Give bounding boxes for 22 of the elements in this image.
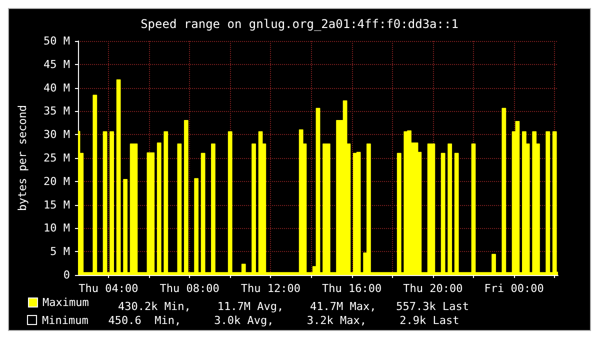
x-tick-label: Thu 04:00 — [78, 282, 138, 295]
y-tick-label: 40 M — [44, 81, 70, 94]
y-tick-label: 25 M — [44, 152, 70, 164]
legend-label: Maximum — [42, 296, 90, 309]
x-tick-label: Thu 12:00 — [240, 282, 300, 295]
y-tick-label: 5 M — [50, 245, 70, 258]
y-tick-label: 20 M — [44, 174, 70, 188]
y-tick-label: 35 M — [44, 104, 70, 118]
x-tick-label: Thu 20:00 — [403, 282, 463, 295]
x-tick-label: Thu 16:00 — [322, 282, 382, 295]
y-tick-label: 15 M — [44, 198, 70, 212]
y-tick-label: 10 M — [44, 222, 70, 235]
text: Minimum 450.6 Min, 3.0k Avg, 3.2k Max, 2.9k Last — [42, 314, 460, 327]
text: 430.2k Min, 11.7M Avg, 41.7M Max, 557.3k Last — [118, 300, 469, 313]
chart-title: Speed range on gnlug.org_2a01:4ff:f0:dd3a::1 — [140, 17, 458, 31]
y-tick-label: 45 M — [44, 58, 70, 71]
y-axis-title: bytes per second — [16, 105, 29, 211]
y-tick-label: 30 M — [44, 128, 70, 142]
y-tick-label: 50 M — [44, 34, 70, 48]
x-tick-label: Fri 00:00 — [484, 282, 544, 295]
y-tick-label: 0 — [63, 268, 70, 282]
x-tick-label: Thu 08:00 — [160, 282, 220, 295]
